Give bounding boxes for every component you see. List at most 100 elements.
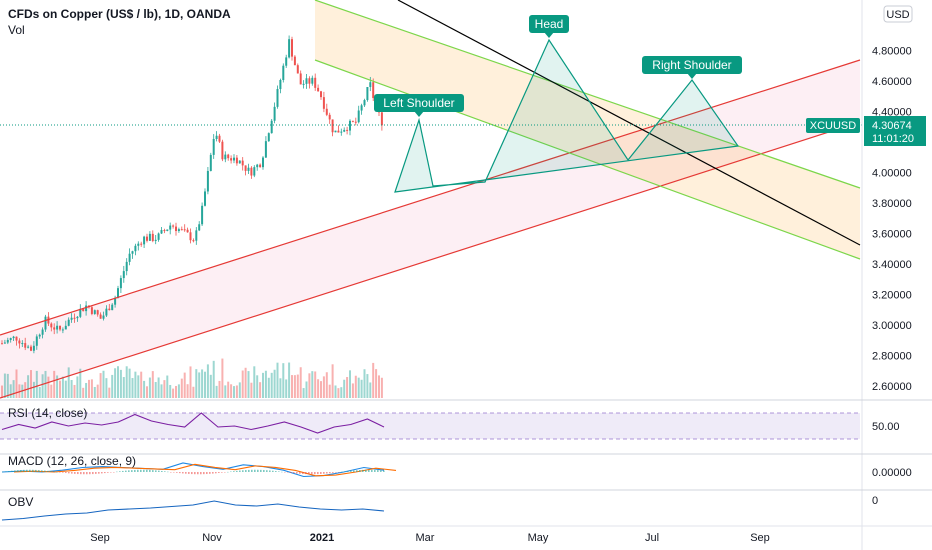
head-label-box [529,15,569,33]
price-tag-value: 4.30674 [872,120,912,132]
candle-body [183,229,186,231]
volume-bar [128,368,131,398]
macd-histogram-bar [257,469,259,472]
candle-body [198,224,201,231]
volume-bar [9,384,12,398]
macd-histogram-bar [263,469,265,472]
obv-axis-value: 0 [872,495,878,507]
macd-histogram-bar [320,472,322,474]
volume-bar [279,378,282,398]
macd-histogram-bar [95,472,97,474]
macd-histogram-bar [221,472,223,473]
candle-body [262,157,264,168]
macd-histogram-bar [308,472,310,475]
macd-histogram-bar [290,472,292,473]
volume-bar [59,380,61,398]
time-tick-label: Sep [90,532,110,544]
macd-histogram-bar [344,471,346,472]
macd-histogram-bar [92,472,94,475]
candle-body [172,225,175,227]
candle-body [151,233,154,241]
candle-body [256,164,259,168]
macd-histogram-bar [11,470,13,472]
volume-bar [180,378,183,398]
volume-bar [285,379,288,398]
volume-bar [328,384,331,398]
candle-body [308,78,311,84]
macd-histogram-bar [71,472,73,474]
candle-body [331,119,334,133]
volume-bar [250,382,253,398]
candle-body [177,229,180,232]
macd-histogram-bar [359,470,361,472]
macd-histogram-bar [302,472,304,474]
time-tick-label: May [528,532,549,544]
candle-body [50,323,53,328]
macd-histogram-bar [227,471,229,473]
candle-body [180,229,183,231]
volume-bar [218,380,221,398]
left-shoulder-pointer [414,111,424,117]
macd-histogram-bar [383,470,385,472]
volume-bar [177,384,180,398]
candle-body [157,233,160,240]
rsi-label: RSI (14, close) [8,406,87,420]
channel-midline [397,0,861,246]
macd-histogram-bar [203,472,205,475]
volume-bar [369,382,372,398]
macd-histogram-bar [62,472,64,473]
time-tick-label: Mar [416,532,435,544]
volume-bar [337,388,340,398]
volume-bar [73,384,76,398]
head-pointer [544,32,554,38]
volume-bar [99,373,102,398]
volume-bar [206,364,209,398]
candle-body [166,229,169,231]
macd-histogram-bar [335,472,337,473]
volume-bar [111,374,114,398]
macd-histogram-bar [5,471,7,472]
candle-body [96,310,99,315]
macd-histogram-bar [368,469,370,472]
volume-bar [343,379,346,398]
symbol-tag [806,118,860,133]
right-shoulder-label: Right Shoulder [652,58,731,72]
volume-bar [259,382,262,398]
macd-histogram-bar [272,470,274,472]
macd-histogram-bar [140,469,142,472]
candle-body [24,343,27,348]
candle-body [79,308,82,317]
macd-histogram-bar [50,471,52,472]
candle-body [38,334,41,337]
volume-bars [1,358,383,398]
candle-body [9,338,12,340]
macd-histogram-bar [44,470,46,472]
volume-bar [372,362,375,398]
macd-histogram-bar [260,469,262,472]
volume-bar [90,379,93,398]
macd-histogram-bar [179,472,181,474]
candle-body [302,83,305,85]
candle-body [212,139,215,155]
candle-body [270,120,273,134]
macd-histogram-bar [350,470,352,472]
volume-bar [375,369,378,398]
macd-histogram-bar [269,470,271,472]
indicator-panes: RSI (14, close) 50.00 MACD (12, 26, close,… [0,399,932,521]
candle-body [238,160,241,164]
candle-body [1,343,3,345]
candle-body [21,343,24,345]
time-tick-label: Sep [750,532,770,544]
price-tag [864,116,926,146]
volume-bar [227,381,230,398]
macd-histogram-bar [377,470,379,472]
macd-histogram-bar [134,469,136,472]
volume-bar [1,385,3,398]
macd-histogram-bar [38,470,40,472]
candle-body [235,157,238,164]
candle-body [6,339,9,343]
volume-bar [363,369,366,398]
volume-bar [349,370,351,398]
macd-histogram-bar [251,469,253,472]
